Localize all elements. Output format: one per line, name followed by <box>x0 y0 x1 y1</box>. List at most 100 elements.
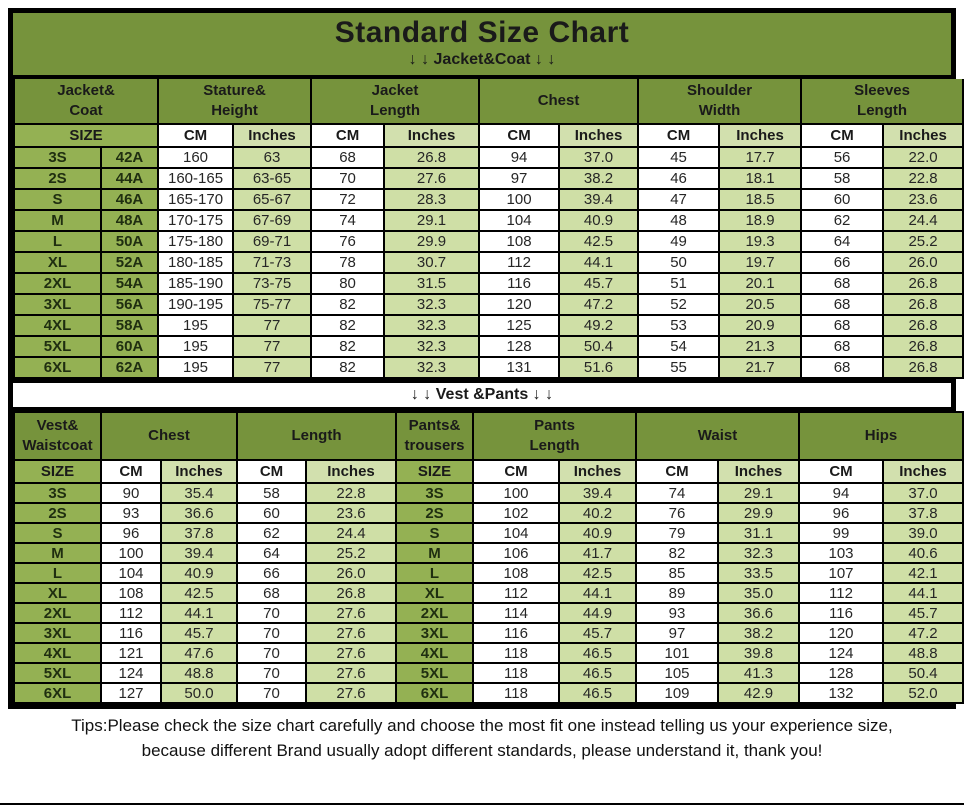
cell: 2S <box>395 502 474 524</box>
cell: 103 <box>798 542 885 564</box>
subheader-size: SIZE <box>395 459 474 484</box>
cell: 45.7 <box>558 272 640 295</box>
table-row: 6XL 127 50.0 70 27.6 6XL 118 46.5 109 42.9 132 52.0 <box>13 682 964 704</box>
cell: 40.9 <box>558 522 637 544</box>
cell: 116 <box>472 622 560 644</box>
cell: 101 <box>635 642 719 664</box>
subheader-cm: CM <box>800 123 885 148</box>
cell: 26.8 <box>882 293 964 316</box>
table-row: 3XL 56A 190-195 75-77 82 32.3 120 47.2 52 20.5 68 2… <box>13 293 964 316</box>
cell: 40.2 <box>558 502 637 524</box>
cell: 94 <box>798 482 885 504</box>
cell: 100 <box>478 188 561 211</box>
cell: 112 <box>100 602 162 624</box>
cell: S <box>395 522 474 544</box>
cell: 195 <box>157 356 235 379</box>
cell: 80 <box>310 272 386 295</box>
table-row: 2XL 112 44.1 70 27.6 2XL 114 44.9 93 36.6 116 45.7 <box>13 602 964 624</box>
cell: 31.5 <box>383 272 481 295</box>
cell: 93 <box>635 602 719 624</box>
tips-line-1: Tips:Please check the size chart careful… <box>71 716 893 735</box>
cell: 160-165 <box>157 167 235 190</box>
cell: 58A <box>99 314 160 337</box>
table-row: 5XL 60A 195 77 82 32.3 128 50.4 54 21.3 68 26.8 <box>13 335 964 358</box>
group-label-line: Stature& <box>203 82 266 99</box>
cell: 120 <box>478 293 561 316</box>
cell: 6XL <box>13 356 102 379</box>
cell: 48.8 <box>160 662 238 684</box>
cell: 35.0 <box>716 582 801 604</box>
cell: 56 <box>800 146 885 169</box>
subheader-cm: CM <box>100 459 162 484</box>
cell: 38.2 <box>558 167 640 190</box>
cell: XL <box>13 582 102 604</box>
cell: 3S <box>395 482 474 504</box>
cell: 26.0 <box>305 562 397 584</box>
cell: 62A <box>99 356 160 379</box>
cell: 45.7 <box>882 602 964 624</box>
cell: 78 <box>310 251 386 274</box>
cell: 37.0 <box>558 146 640 169</box>
group-label-line: Length <box>857 102 908 119</box>
subheader-cm: CM <box>236 459 307 484</box>
cell: 128 <box>798 662 885 684</box>
cell: 27.6 <box>305 642 397 664</box>
subheader-size: SIZE <box>13 459 102 484</box>
vest-pants-table: Vest& Waistcoat Chest Length Pants& trouse… <box>13 411 964 704</box>
cell: 116 <box>798 602 885 624</box>
cell: 125 <box>478 314 561 337</box>
cell: 3XL <box>395 622 474 644</box>
cell: 60A <box>99 335 160 358</box>
table-row: S 96 37.8 62 24.4 S 104 40.9 79 31.1 99 39.0 <box>13 522 964 544</box>
cell: 32.3 <box>383 314 481 337</box>
cell: 48.8 <box>882 642 964 664</box>
cell: 132 <box>798 682 885 704</box>
group-label-line: Pants <box>534 417 575 434</box>
cell: 73-75 <box>232 272 313 295</box>
cell: 25.2 <box>882 230 964 253</box>
cell: 2S <box>13 502 102 524</box>
cell: 67-69 <box>232 209 313 232</box>
cell: 26.8 <box>882 314 964 337</box>
cell: 68 <box>800 356 885 379</box>
cell: 46 <box>637 167 721 190</box>
cell: 5XL <box>13 335 102 358</box>
cell: 108 <box>100 582 162 604</box>
group-label-line: Length <box>291 427 342 444</box>
cell: 90 <box>100 482 162 504</box>
cell: 44.1 <box>882 582 964 604</box>
cell: 63-65 <box>232 167 313 190</box>
cell: 19.3 <box>718 230 803 253</box>
group-label-line: Hips <box>864 427 898 444</box>
cell: L <box>13 230 102 253</box>
cell: M <box>13 209 102 232</box>
cell: 66 <box>236 562 307 584</box>
cell: 27.6 <box>305 662 397 684</box>
cell: 77 <box>232 335 313 358</box>
subheader-inches: Inches <box>558 459 637 484</box>
vest-group-header-row: Vest& Waistcoat Chest Length Pants& trouse… <box>13 411 964 461</box>
table-row: 3XL 116 45.7 70 27.6 3XL 116 45.7 97 38.2 120 47.2 <box>13 622 964 644</box>
cell: 37.8 <box>160 522 238 544</box>
cell: 4XL <box>13 314 102 337</box>
table-row: L 50A 175-180 69-71 76 29.9 108 42.5 49 19.3 64 25.… <box>13 230 964 253</box>
cell: 68 <box>236 582 307 604</box>
table-row: XL 52A 180-185 71-73 78 30.7 112 44.1 50 19.7 66 26… <box>13 251 964 274</box>
cell: 58 <box>800 167 885 190</box>
cell: 20.5 <box>718 293 803 316</box>
cell: 39.0 <box>882 522 964 544</box>
cell: 45.7 <box>160 622 238 644</box>
table-row: 6XL 62A 195 77 82 32.3 131 51.6 55 21.7 68 26.8 <box>13 356 964 379</box>
cell: 60 <box>236 502 307 524</box>
cell: 3XL <box>13 622 102 644</box>
cell: 27.6 <box>305 602 397 624</box>
cell: 44.1 <box>160 602 238 624</box>
cell: 70 <box>236 622 307 644</box>
cell: 97 <box>478 167 561 190</box>
cell: 3XL <box>13 293 102 316</box>
cell: 29.1 <box>716 482 801 504</box>
cell: 23.6 <box>882 188 964 211</box>
cell: 104 <box>478 209 561 232</box>
cell: 64 <box>236 542 307 564</box>
cell: 93 <box>100 502 162 524</box>
